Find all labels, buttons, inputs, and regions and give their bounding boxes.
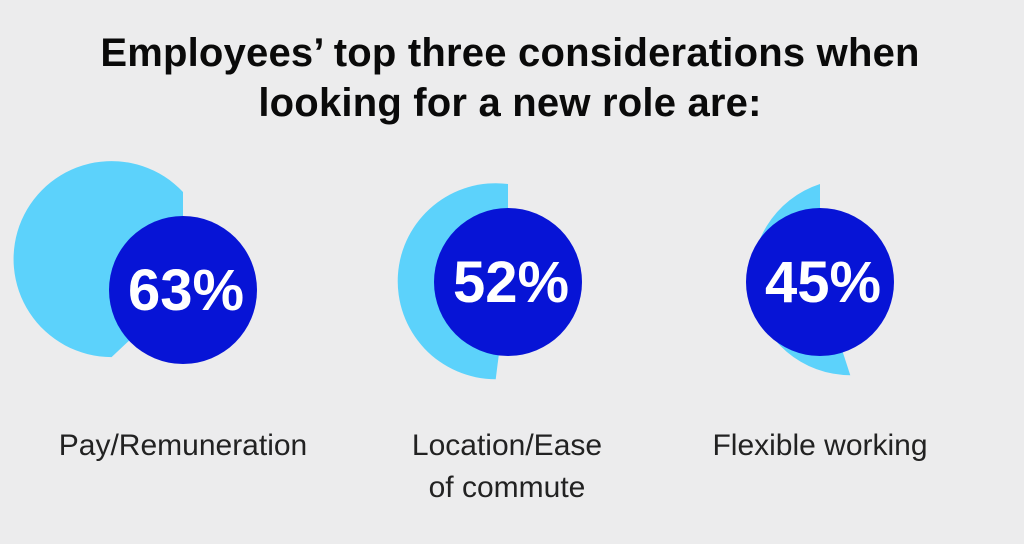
gauge-disc-flexible <box>746 208 894 356</box>
percent-label-location: 52% <box>453 250 569 315</box>
category-label-pay: Pay/Remuneration <box>58 429 308 462</box>
chart-title-line-1: Employees’ top three considerations when <box>100 31 920 75</box>
chart-title: Employees’ top three considerations when… <box>40 28 980 128</box>
percent-label-pay: 63% <box>128 258 244 323</box>
category-label-flexible: Flexible working <box>712 429 928 462</box>
gauge-disc-pay <box>109 216 257 364</box>
percent-label-flexible: 45% <box>765 250 881 315</box>
category-label-location: Location/Ease of commute <box>411 429 603 504</box>
gauge-disc-location <box>434 208 582 356</box>
chart-title-line-2: looking for a new role are: <box>258 81 762 125</box>
